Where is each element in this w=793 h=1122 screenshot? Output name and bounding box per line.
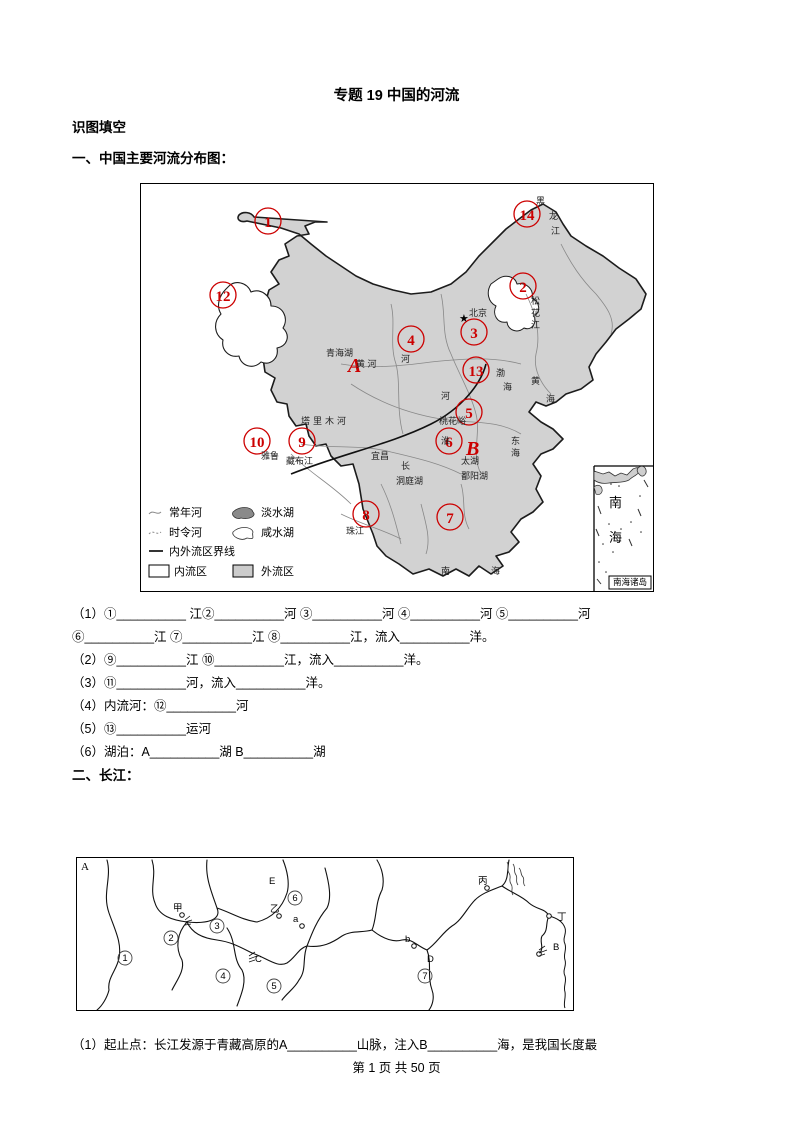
svg-text:7: 7 bbox=[422, 971, 427, 982]
svg-text:南: 南 bbox=[609, 495, 622, 510]
svg-text:5: 5 bbox=[465, 406, 473, 422]
svg-text:宜昌: 宜昌 bbox=[371, 450, 389, 461]
svg-text:龙: 龙 bbox=[549, 210, 558, 221]
svg-text:3: 3 bbox=[214, 921, 219, 932]
svg-text:黄 河: 黄 河 bbox=[356, 358, 377, 369]
svg-text:12: 12 bbox=[216, 289, 231, 305]
svg-text:海: 海 bbox=[511, 447, 520, 458]
svg-text:14: 14 bbox=[520, 208, 536, 224]
svg-text:河: 河 bbox=[337, 415, 346, 426]
svg-text:乙: 乙 bbox=[270, 904, 280, 915]
svg-text:木: 木 bbox=[325, 415, 334, 426]
svg-text:a: a bbox=[293, 914, 299, 925]
svg-text:南海诸岛: 南海诸岛 bbox=[613, 577, 647, 587]
svg-text:东: 东 bbox=[511, 435, 520, 446]
svg-text:海: 海 bbox=[503, 381, 512, 392]
svg-text:雅鲁: 雅鲁 bbox=[261, 450, 279, 461]
svg-text:松: 松 bbox=[531, 295, 540, 306]
svg-text:丙: 丙 bbox=[478, 876, 488, 887]
svg-text:D: D bbox=[427, 954, 434, 965]
svg-text:江: 江 bbox=[531, 320, 540, 330]
svg-text:3: 3 bbox=[470, 326, 478, 342]
svg-text:河: 河 bbox=[441, 390, 450, 401]
svg-text:淮: 淮 bbox=[441, 436, 450, 446]
svg-text:黑: 黑 bbox=[536, 196, 545, 206]
svg-text:淡水湖: 淡水湖 bbox=[261, 506, 294, 519]
svg-text:7: 7 bbox=[446, 511, 454, 527]
svg-text:C: C bbox=[255, 954, 262, 965]
svg-text:b: b bbox=[405, 934, 410, 945]
svg-text:丁: 丁 bbox=[557, 912, 567, 923]
svg-text:9: 9 bbox=[298, 435, 306, 451]
svg-text:2: 2 bbox=[519, 280, 527, 296]
svg-text:外流区: 外流区 bbox=[261, 564, 294, 578]
svg-text:10: 10 bbox=[250, 435, 265, 451]
svg-text:太湖: 太湖 bbox=[461, 455, 479, 466]
svg-text:海: 海 bbox=[546, 393, 555, 404]
svg-text:内外流区界线: 内外流区界线 bbox=[169, 544, 235, 558]
svg-text:鄱阳湖: 鄱阳湖 bbox=[461, 471, 488, 481]
svg-text:4: 4 bbox=[220, 971, 225, 982]
svg-text:内流区: 内流区 bbox=[174, 564, 207, 578]
svg-text:青海湖: 青海湖 bbox=[326, 347, 353, 358]
svg-text:时令河: 时令河 bbox=[169, 525, 202, 539]
svg-text:海: 海 bbox=[491, 565, 500, 576]
svg-text:★: ★ bbox=[459, 313, 469, 325]
svg-text:咸水湖: 咸水湖 bbox=[261, 526, 294, 539]
svg-text:洞庭湖: 洞庭湖 bbox=[396, 475, 423, 486]
svg-text:里: 里 bbox=[313, 416, 322, 426]
svg-text:5: 5 bbox=[271, 981, 276, 992]
svg-text:桃花峪: 桃花峪 bbox=[439, 415, 466, 426]
svg-text:4: 4 bbox=[407, 333, 415, 349]
svg-text:A: A bbox=[81, 861, 89, 873]
svg-text:江: 江 bbox=[551, 226, 560, 236]
svg-text:花: 花 bbox=[531, 307, 540, 318]
svg-text:常年河: 常年河 bbox=[169, 505, 202, 519]
svg-text:6: 6 bbox=[292, 893, 297, 904]
svg-text:南: 南 bbox=[441, 565, 450, 576]
svg-text:长: 长 bbox=[401, 460, 410, 471]
svg-text:甲: 甲 bbox=[173, 903, 183, 914]
svg-text:塔: 塔 bbox=[301, 415, 310, 426]
svg-text:13: 13 bbox=[469, 364, 484, 380]
svg-text:海: 海 bbox=[609, 530, 622, 545]
svg-text:黄: 黄 bbox=[531, 375, 540, 386]
svg-text:渤: 渤 bbox=[496, 367, 505, 378]
svg-text:E: E bbox=[269, 876, 275, 887]
svg-text:北京: 北京 bbox=[469, 307, 487, 318]
svg-text:1: 1 bbox=[122, 953, 127, 964]
svg-text:河: 河 bbox=[401, 353, 410, 364]
svg-text:B: B bbox=[553, 942, 559, 953]
svg-text:1: 1 bbox=[264, 215, 272, 231]
svg-text:藏布江: 藏布江 bbox=[286, 455, 313, 466]
svg-text:2: 2 bbox=[168, 933, 173, 944]
